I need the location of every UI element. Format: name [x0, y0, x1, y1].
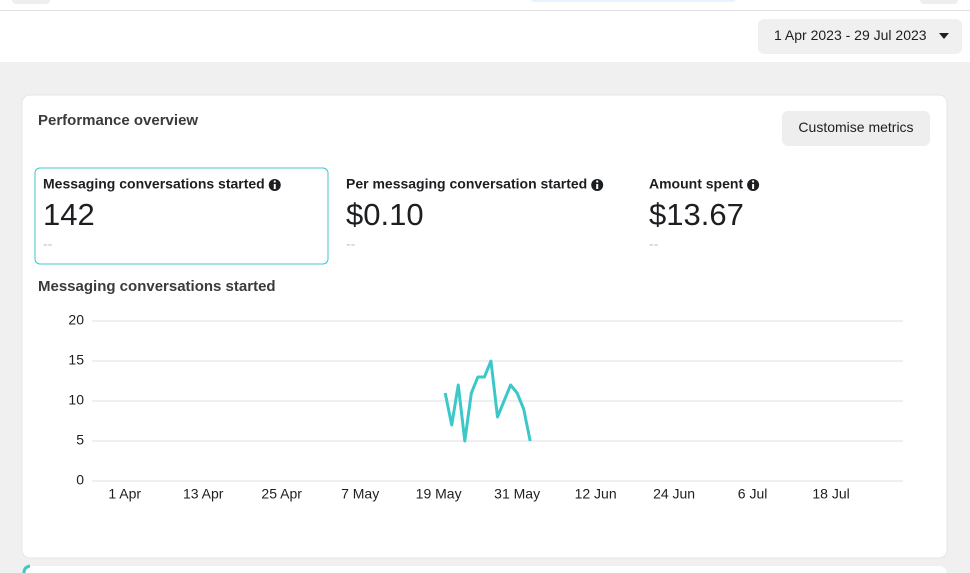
x-tick-label: 6 Jul [738, 486, 768, 502]
next-card [22, 566, 947, 573]
top-button[interactable] [12, 0, 50, 4]
chart-title: Messaging conversations started [38, 278, 276, 295]
info-icon-dot [273, 180, 276, 183]
metric-value: $13.67 [649, 197, 744, 232]
dropdown-arrow [939, 33, 949, 39]
metric-label: Amount spent [649, 176, 743, 192]
metric-comparison: -- [649, 236, 659, 252]
x-tick-label: 1 Apr [108, 486, 141, 502]
x-tick-label: 31 May [494, 486, 540, 502]
x-tick-label: 25 Apr [261, 486, 302, 502]
metric-label: Messaging conversations started [43, 176, 265, 192]
x-tick-label: 13 Apr [183, 486, 224, 502]
card [21, 94, 948, 559]
date-range: 1 Apr 2023 - 29 Jul 2023 [774, 27, 927, 43]
metric-value: $0.10 [346, 197, 424, 232]
card-title: Performance overview [38, 112, 198, 129]
next-card-accent [22, 564, 31, 573]
x-tick-label: 19 May [416, 486, 462, 502]
y-tick-label: 10 [68, 392, 84, 408]
selected-metric[interactable] [34, 167, 329, 265]
x-tick-label: 12 Jun [575, 486, 617, 502]
metric-comparison: -- [346, 236, 356, 252]
x-tick-label: 7 May [341, 486, 379, 502]
x-tick-label: 24 Jun [653, 486, 695, 502]
x-tick-label: 18 Jul [812, 486, 849, 502]
date-range-button[interactable] [758, 19, 962, 54]
metric-value: 142 [43, 197, 95, 232]
top-button[interactable] [920, 0, 958, 4]
info-icon-bar [596, 184, 599, 189]
y-tick-label: 0 [76, 472, 84, 488]
metric-comparison: -- [43, 236, 53, 252]
customise-label: Customise metrics [798, 119, 913, 135]
info-icon-bar [752, 184, 755, 189]
info-icon-dot [596, 180, 599, 183]
top-tab[interactable] [530, 0, 736, 2]
y-tick-label: 15 [68, 352, 84, 368]
info-icon-dot [752, 180, 755, 183]
line [443, 359, 532, 443]
y-tick-label: 5 [76, 432, 84, 448]
y-tick-label: 20 [68, 312, 84, 328]
customise-button[interactable] [782, 111, 930, 146]
metric-label: Per messaging conversation started [346, 176, 587, 192]
info-icon-bar [273, 184, 276, 189]
